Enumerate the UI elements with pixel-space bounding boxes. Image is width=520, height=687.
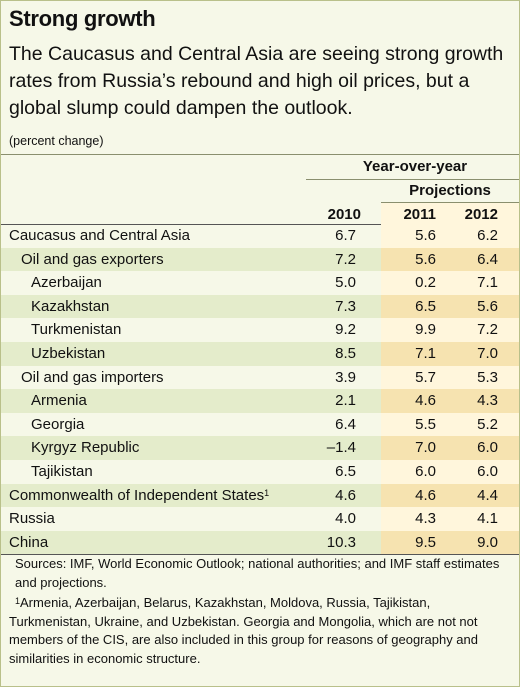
table-row: Oil and gas exporters 7.2 5.6 6.4 [1,247,519,272]
header-bottom-rule [1,224,519,225]
value-2012: 7.2 [477,321,498,339]
value-2011: 5.6 [415,250,436,268]
value-2010: 4.6 [335,486,356,504]
header-group-label: Year-over-year [362,158,468,175]
value-2010: 5.0 [335,274,356,292]
table-bottom-rule [1,554,519,556]
value-2011: 5.6 [415,227,436,244]
row-label: China [9,533,49,551]
table-row: Uzbekistan 8.5 7.1 7.0 [1,341,519,366]
projection-header-shade [381,203,519,224]
row-label: Russia [9,510,55,528]
value-2010: 9.2 [335,321,356,339]
year-2012: 2012 [464,206,498,223]
value-2011: 4.6 [415,392,436,410]
row-label: Armenia [31,392,87,410]
table-row: China 10.3 9.5 9.0 [1,530,519,555]
year-2011: 2011 [403,206,436,223]
row-label: Turkmenistan [31,321,122,339]
value-2012: 5.3 [477,368,498,386]
value-2012: 4.1 [477,510,498,528]
value-2010: 6.4 [335,415,356,433]
row-label: Oil and gas exporters [21,250,164,268]
value-2010: –1.4 [326,439,356,457]
row-label: Commonwealth of Independent States1 [9,484,269,508]
row-label: Tajikistan [31,462,93,480]
table-row: Azerbaijan 5.0 0.2 7.1 [1,271,519,295]
row-label: Azerbaijan [31,274,102,292]
value-2010: 7.3 [335,297,356,315]
footnote-mark: 1 [15,596,21,607]
value-2010: 6.5 [335,462,356,480]
value-2011: 9.5 [415,533,436,551]
value-2012: 5.6 [477,297,498,315]
value-2011: 5.5 [415,415,436,433]
value-2010: 2.1 [335,392,356,410]
growth-table: Year-over-year Projections 2010 2011 201… [1,154,519,556]
figure-subtitle: The Caucasus and Central Asia are seeing… [9,43,504,119]
value-2010: 8.5 [335,344,356,362]
value-2010: 3.9 [335,368,356,386]
value-2011: 6.0 [415,462,436,480]
row-label: Uzbekistan [31,344,106,362]
value-2011: 4.3 [415,510,436,528]
row-label: Caucasus and Central Asia [9,227,190,244]
row-label: Georgia [31,415,85,433]
header-top-rule [1,154,519,155]
row-label: Oil and gas importers [21,368,164,386]
table-row: Caucasus and Central Asia 6.7 5.6 6.2 [1,224,519,248]
header-projections-rule [381,202,519,203]
table-row: Oil and gas importers 3.9 5.7 5.3 [1,365,519,390]
table-row: Georgia 6.4 5.5 5.2 [1,412,519,437]
value-2012: 7.0 [477,344,498,362]
footnote-marker: 1 [264,487,270,498]
year-2010: 2010 [327,206,361,223]
figure-title: Strong growth [9,6,156,31]
value-2011: 6.5 [415,297,436,315]
footnote: 1Armenia, Azerbaijan, Belarus, Kazakhsta… [9,594,514,668]
table-row: Kyrgyz Republic –1.4 7.0 6.0 [1,436,519,460]
row-label: Kazakhstan [31,297,110,315]
sources-note: Sources: IMF, World Economic Outlook; na… [9,555,514,669]
table-row: Commonwealth of Independent States1 4.6 … [1,483,519,508]
header-years: 2010 2011 2012 [1,203,519,224]
row-label-text: Commonwealth of Independent States [9,486,265,504]
value-2010: 6.7 [335,227,356,244]
header-group-rule [306,179,519,180]
value-2012: 6.0 [477,439,498,457]
value-2011: 7.0 [415,439,436,457]
value-2012: 9.0 [477,533,498,551]
value-2012: 4.3 [477,392,498,410]
sources-text: Sources: IMF, World Economic Outlook; na… [15,556,500,590]
value-2010: 4.0 [335,510,356,528]
value-2012: 5.2 [477,415,498,433]
value-2012: 6.4 [477,250,498,268]
unit-note: (percent change) [9,134,104,148]
value-2010: 7.2 [335,250,356,268]
table-row: Armenia 2.1 4.6 4.3 [1,389,519,413]
row-label: Kyrgyz Republic [31,439,140,457]
footnote-text: Armenia, Azerbaijan, Belarus, Kazakhstan… [9,595,478,666]
table-header: Year-over-year Projections 2010 2011 201… [1,154,519,225]
table-row: Tajikistan 6.5 6.0 6.0 [1,459,519,484]
value-2012: 4.4 [477,486,498,504]
table-row: Russia 4.0 4.3 4.1 [1,507,519,531]
value-2012: 6.2 [477,227,498,244]
value-2011: 5.7 [415,368,436,386]
value-2010: 10.3 [326,533,356,551]
value-2011: 9.9 [415,321,436,339]
header-projections-label: Projections [409,182,491,199]
value-2012: 7.1 [477,274,498,292]
value-2011: 4.6 [415,486,436,504]
value-2011: 7.1 [415,344,436,362]
value-2011: 0.2 [415,274,436,292]
table-row: Turkmenistan 9.2 9.9 7.2 [1,318,519,342]
table-row: Kazakhstan 7.3 6.5 5.6 [1,294,519,319]
value-2012: 6.0 [477,462,498,480]
